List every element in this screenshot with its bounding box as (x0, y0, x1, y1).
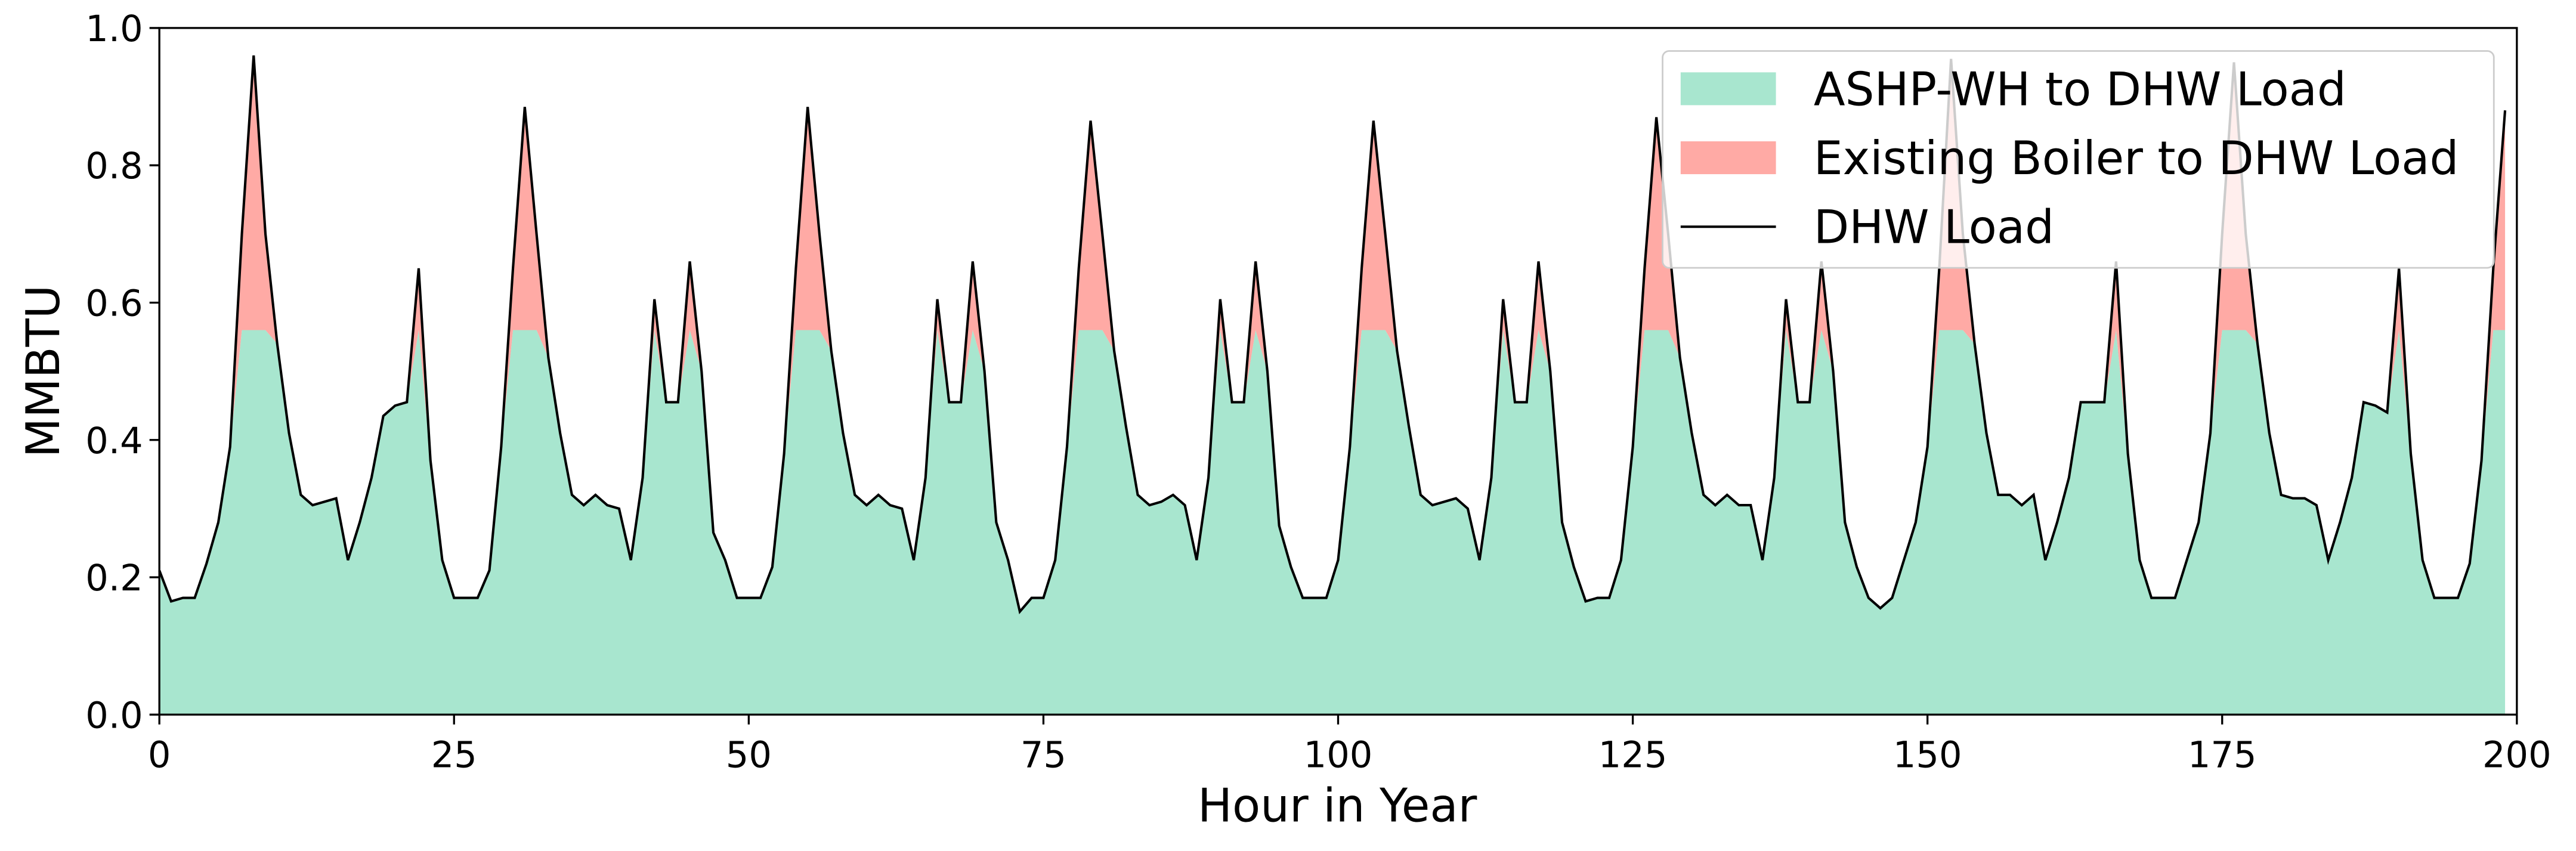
y-tick-label: 0.0 (85, 695, 143, 736)
x-tick-label: 100 (1304, 734, 1373, 776)
legend-label: DHW Load (1814, 201, 2054, 255)
x-tick-label: 50 (726, 734, 772, 776)
legend: ASHP-WH to DHW Load Existing Boiler to DH… (1662, 50, 2495, 269)
y-tick-label: 1.0 (85, 8, 143, 50)
legend-frame (1662, 50, 2495, 269)
legend-label: ASHP-WH to DHW Load (1814, 63, 2346, 116)
area (159, 330, 2506, 715)
y-tick-label: 0.8 (85, 146, 143, 187)
x-tick-label: 25 (431, 734, 477, 776)
y-tick-label: 0.2 (85, 558, 143, 599)
x-axis-label: Hour in Year (1198, 779, 1477, 833)
x-tick-label: 125 (1598, 734, 1668, 776)
y-axis-label: MMBTU (17, 285, 70, 458)
y-tick-label: 0.6 (85, 283, 143, 325)
legend-swatch (1680, 141, 1776, 175)
x-tick-label: 75 (1020, 734, 1066, 776)
y-tick-label: 0.4 (85, 420, 143, 462)
x-tick-label: 175 (2188, 734, 2257, 776)
x-tick-label: 0 (148, 734, 171, 776)
legend-label: Existing Boiler to DHW Load (1814, 132, 2459, 185)
line (158, 55, 2507, 615)
x-tick-label: 150 (1893, 734, 1962, 776)
x-tick-label: 200 (2482, 734, 2552, 776)
legend-swatch (1680, 72, 1776, 106)
